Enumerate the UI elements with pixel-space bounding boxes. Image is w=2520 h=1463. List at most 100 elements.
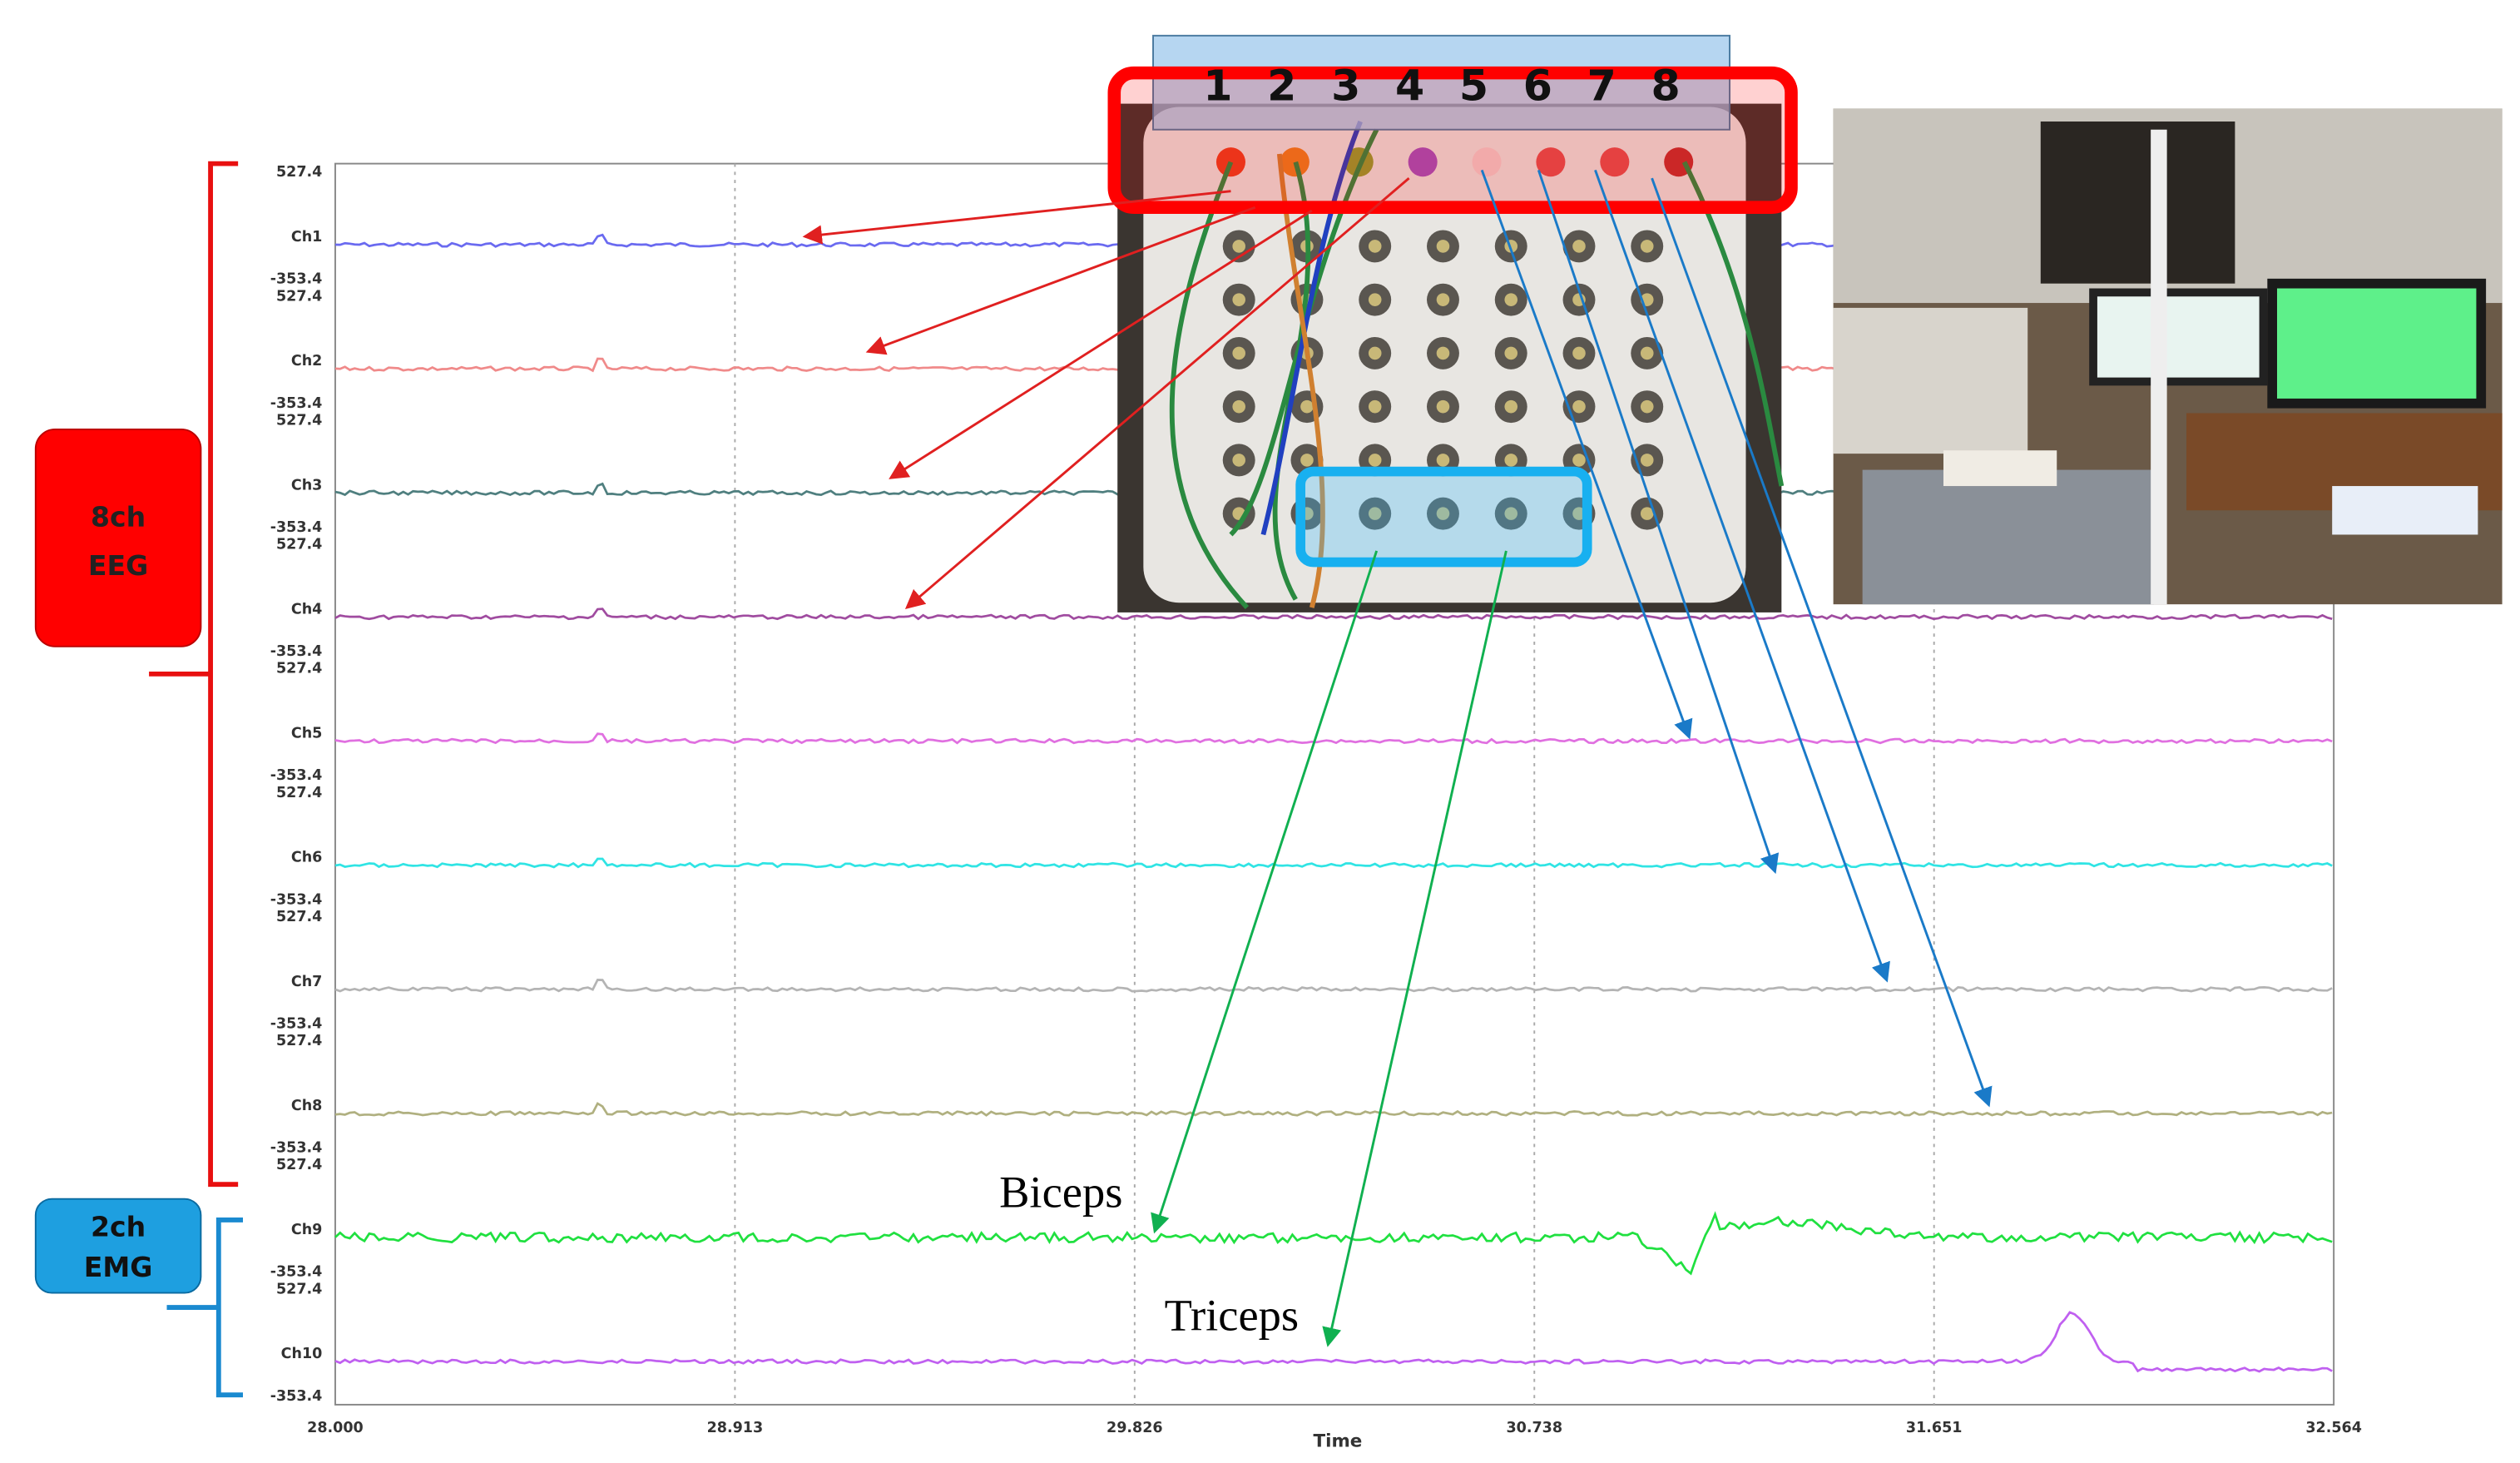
x-axis-label: Time xyxy=(1314,1431,1363,1452)
emg-label: EMG xyxy=(84,1251,153,1283)
socket-pin xyxy=(1232,399,1245,414)
electrode-number: 2 xyxy=(1267,62,1296,111)
x-tick-label: 28.913 xyxy=(707,1420,764,1436)
arrows xyxy=(802,169,1993,1347)
electrode-number: 8 xyxy=(1651,62,1681,111)
plug xyxy=(1280,147,1310,177)
y-top-label: 527.4 xyxy=(276,537,322,553)
y-bottom-label: -353.4 xyxy=(270,1015,323,1032)
socket-pin xyxy=(1232,346,1245,360)
emg-label: 2ch xyxy=(91,1210,146,1242)
electrode-number: 5 xyxy=(1459,62,1488,111)
y-top-label: 527.4 xyxy=(276,288,322,305)
electrode-number: 3 xyxy=(1331,62,1360,111)
socket-pin xyxy=(1640,240,1654,253)
y-top-label: 527.4 xyxy=(276,661,322,677)
x-tick-label: 30.738 xyxy=(1506,1420,1562,1436)
emg-highlight xyxy=(1295,466,1592,568)
plug xyxy=(1536,147,1566,177)
socket-pin xyxy=(1368,240,1382,253)
socket-pin xyxy=(1436,293,1450,306)
channel-name: Ch6 xyxy=(291,850,323,866)
emg-bracket xyxy=(166,1218,243,1398)
emg-box xyxy=(34,1198,202,1294)
electrode-number: 1 xyxy=(1203,62,1232,111)
y-top-label: 527.4 xyxy=(276,412,322,429)
socket-pin xyxy=(1640,454,1654,467)
plug xyxy=(1600,147,1630,177)
eeg-label: 8ch xyxy=(91,501,146,533)
socket-pin xyxy=(1572,399,1586,414)
channel-name: Ch2 xyxy=(291,353,323,369)
socket-pin xyxy=(1640,346,1654,360)
socket-pin xyxy=(1436,240,1450,253)
socket-pin xyxy=(1640,507,1654,520)
labels: 28.000 28.913 29.826 30.738 31.651 32.564 527.… xyxy=(270,164,2362,1436)
socket-pin xyxy=(1572,346,1586,360)
socket-pin xyxy=(1436,346,1450,360)
eeg-label: EEG xyxy=(88,549,148,582)
socket-pin xyxy=(1368,346,1382,360)
electrode-number: 6 xyxy=(1523,62,1552,111)
socket-pin xyxy=(1436,454,1450,467)
socket-pin xyxy=(1504,399,1518,414)
channel-name: Ch10 xyxy=(281,1346,323,1362)
plug xyxy=(1472,147,1502,177)
electrode-number: 7 xyxy=(1587,62,1616,111)
y-bottom-label: -353.4 xyxy=(270,767,323,784)
channel-name: Ch7 xyxy=(291,974,323,990)
socket-pin xyxy=(1504,293,1518,306)
socket-pin xyxy=(1504,346,1518,360)
channel-name: Ch9 xyxy=(291,1222,323,1238)
channel-name: Ch4 xyxy=(291,601,323,617)
signal-trace xyxy=(334,857,2333,869)
y-bottom-label: -353.4 xyxy=(270,395,323,412)
socket-pin xyxy=(1504,507,1518,520)
socket-pin xyxy=(1368,399,1382,414)
electrode-number: 4 xyxy=(1395,62,1424,111)
x-tick-label: 32.564 xyxy=(2305,1420,2362,1436)
socket-pin xyxy=(1232,240,1245,253)
x-tick-label: 31.651 xyxy=(1906,1420,1963,1436)
y-bottom-label: -353.4 xyxy=(270,271,323,288)
socket-pin xyxy=(1504,454,1518,467)
signal-trace xyxy=(334,1311,2333,1373)
y-top-label: 527.4 xyxy=(276,1033,322,1049)
x-tick-label: 28.000 xyxy=(307,1420,364,1436)
y-top-label: 527.4 xyxy=(276,164,322,181)
y-bottom-label: -353.4 xyxy=(270,643,323,660)
socket-pin xyxy=(1368,507,1382,520)
eeg-box xyxy=(34,428,202,647)
lab-photo xyxy=(1833,108,2503,605)
socket-pin xyxy=(1368,293,1382,306)
socket-pin xyxy=(1640,399,1654,414)
socket-pin xyxy=(1232,293,1245,306)
socket-pin xyxy=(1572,454,1586,467)
muscle-label: Triceps xyxy=(1165,1289,1300,1340)
socket-pin xyxy=(1436,399,1450,414)
eeg-highlight xyxy=(1107,66,1798,214)
socket-pin xyxy=(1572,240,1586,253)
socket-pin xyxy=(1436,507,1450,520)
channel-name: Ch1 xyxy=(291,229,323,245)
signal-trace xyxy=(334,1102,2333,1117)
y-bottom-label: -353.4 xyxy=(270,891,323,908)
y-top-label: 527.4 xyxy=(276,785,322,801)
channel-name: Ch3 xyxy=(291,477,323,493)
signal-trace xyxy=(334,608,2333,621)
signal-trace xyxy=(334,979,2333,993)
socket-pin xyxy=(1300,454,1314,467)
socket-pin xyxy=(1232,454,1245,467)
plug xyxy=(1408,147,1438,177)
y-bottom-label: -353.4 xyxy=(270,519,323,536)
signal-trace xyxy=(334,1211,2333,1276)
socket-pin xyxy=(1368,454,1382,467)
x-tick-label: 29.826 xyxy=(1107,1420,1163,1436)
channel-name: Ch8 xyxy=(291,1098,323,1114)
y-top-label: 527.4 xyxy=(276,1281,322,1297)
socket-pin xyxy=(1300,399,1314,414)
y-bottom-label: -353.4 xyxy=(270,1388,323,1405)
number-band xyxy=(1152,34,1731,131)
